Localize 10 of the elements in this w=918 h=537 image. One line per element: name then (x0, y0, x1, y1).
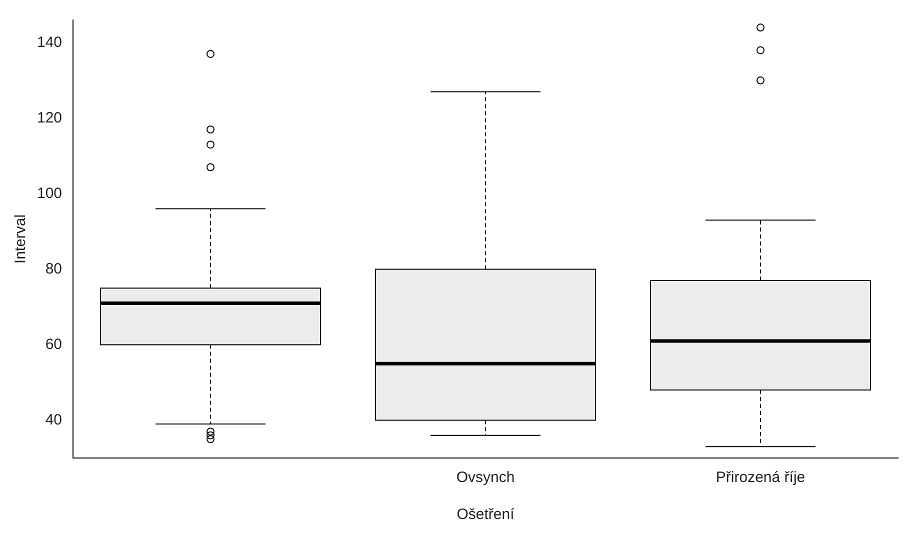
y-axis-title: Interval (12, 214, 30, 264)
x-tick-label: Přirozená říje (716, 469, 806, 486)
y-tick-label: 140 (36, 34, 62, 51)
y-tick-label: 60 (45, 336, 62, 353)
y-tick-label: 40 (45, 411, 62, 428)
x-tick-label: Ovsynch (456, 469, 515, 486)
y-tick-label: 80 (45, 260, 62, 278)
y-tick-label: 100 (36, 184, 62, 202)
y-tick-label: 120 (36, 109, 62, 126)
x-axis-title: Ošetření (456, 506, 516, 524)
